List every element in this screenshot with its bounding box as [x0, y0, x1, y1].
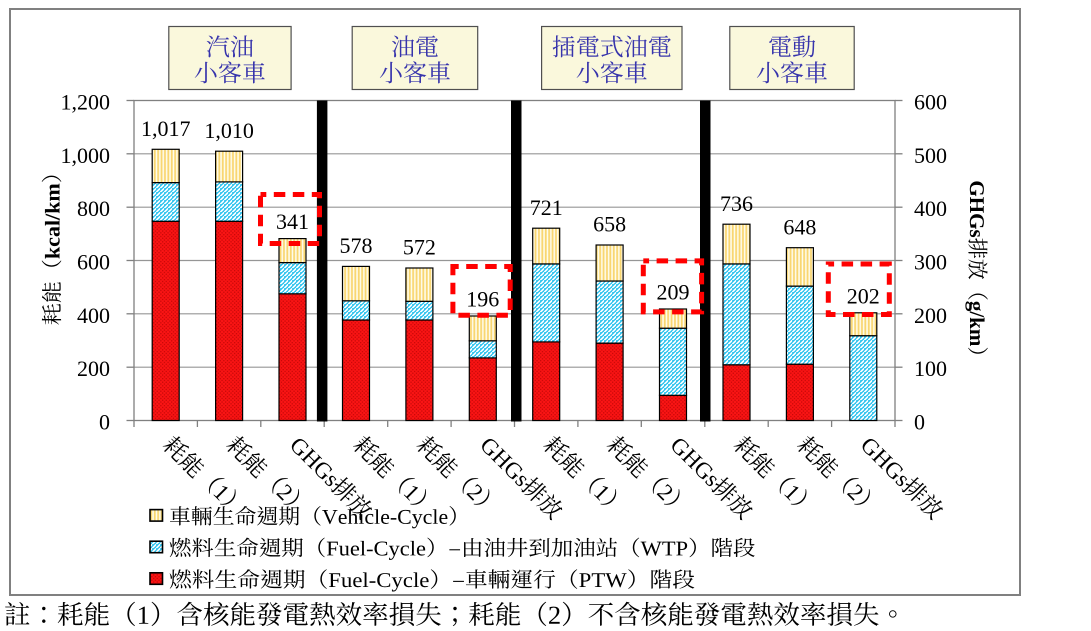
svg-text:300: 300: [914, 250, 947, 275]
svg-text:341: 341: [276, 209, 309, 234]
svg-text:202: 202: [847, 283, 880, 308]
svg-text:572: 572: [403, 235, 436, 260]
svg-text:209: 209: [657, 280, 690, 305]
svg-text:578: 578: [340, 233, 373, 258]
svg-text:196: 196: [466, 287, 499, 312]
svg-text:600: 600: [77, 250, 110, 275]
svg-text:500: 500: [914, 143, 947, 168]
svg-text:400: 400: [77, 303, 110, 328]
svg-text:600: 600: [914, 90, 947, 115]
svg-text:0: 0: [914, 410, 925, 435]
svg-text:800: 800: [77, 196, 110, 221]
svg-text:100: 100: [914, 356, 947, 381]
svg-text:200: 200: [914, 303, 947, 328]
svg-text:721: 721: [530, 195, 563, 220]
svg-text:1,017: 1,017: [141, 116, 191, 141]
svg-text:1,200: 1,200: [61, 90, 111, 115]
svg-text:200: 200: [77, 356, 110, 381]
svg-text:400: 400: [914, 196, 947, 221]
svg-text:658: 658: [593, 212, 626, 237]
svg-text:736: 736: [720, 191, 753, 216]
svg-text:1,000: 1,000: [61, 143, 111, 168]
svg-text:648: 648: [783, 214, 816, 239]
svg-text:0: 0: [99, 410, 110, 435]
svg-text:1,010: 1,010: [204, 118, 254, 143]
